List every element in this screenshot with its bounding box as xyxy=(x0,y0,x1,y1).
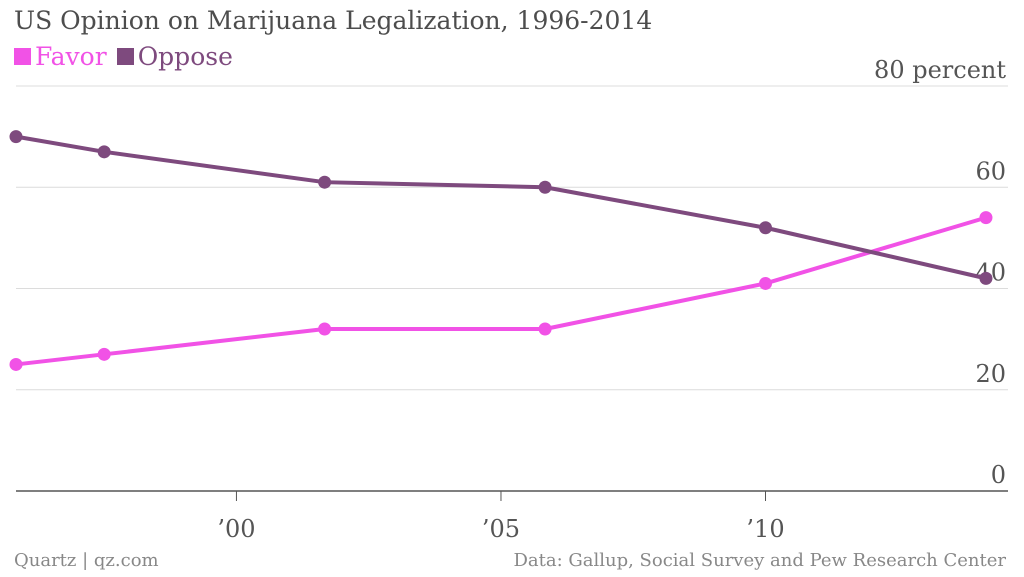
x-tick-label: ’10 xyxy=(746,515,784,543)
x-tick-label: ’05 xyxy=(482,515,520,543)
legend-swatch-favor xyxy=(14,48,31,65)
data-point-favor xyxy=(318,322,332,336)
y-tick-label: 0 xyxy=(991,461,1006,489)
data-point-favor xyxy=(759,276,773,290)
legend: Favor Oppose xyxy=(14,42,243,71)
y-tick-label: 20 xyxy=(975,360,1006,388)
data-point-oppose xyxy=(759,221,773,235)
legend-item-oppose: Oppose xyxy=(116,42,233,71)
legend-swatch-oppose xyxy=(116,48,134,65)
data-point-favor xyxy=(9,357,23,371)
series-line-oppose xyxy=(14,134,988,281)
data-point-oppose xyxy=(97,145,111,159)
data-point-favor xyxy=(97,347,111,361)
chart-title: US Opinion on Marijuana Legalization, 19… xyxy=(14,6,653,35)
data-point-oppose xyxy=(538,180,552,194)
data-point-oppose xyxy=(9,130,23,144)
footer-source: Data: Gallup, Social Survey and Pew Rese… xyxy=(513,550,1006,571)
legend-label-favor: Favor xyxy=(35,42,107,71)
data-point-favor xyxy=(538,322,552,336)
y-tick-label: 80 percent xyxy=(874,56,1006,84)
y-tick-label: 60 xyxy=(975,157,1006,185)
series-line-favor xyxy=(14,215,988,367)
data-point-oppose xyxy=(979,271,993,285)
data-point-oppose xyxy=(318,175,332,189)
legend-item-favor: Favor xyxy=(14,42,107,71)
legend-label-oppose: Oppose xyxy=(137,42,233,71)
data-point-favor xyxy=(979,211,993,225)
footer-credit: Quartz | qz.com xyxy=(14,550,159,571)
x-tick-label: ’00 xyxy=(217,515,255,543)
